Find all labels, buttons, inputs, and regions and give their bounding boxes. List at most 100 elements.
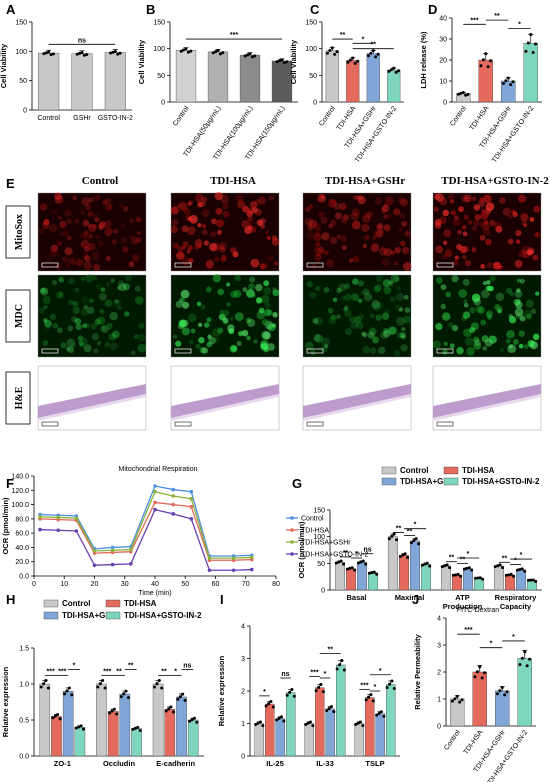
data-point <box>186 50 190 54</box>
cell <box>314 243 322 252</box>
cell <box>43 305 48 310</box>
y-axis-label: Relative Permeability <box>413 633 422 709</box>
cell <box>189 215 198 224</box>
cell <box>394 247 401 254</box>
cell <box>195 193 204 203</box>
cell <box>175 300 183 308</box>
cell <box>253 339 258 344</box>
cell <box>485 311 493 318</box>
cell <box>261 318 269 326</box>
cell <box>312 317 319 324</box>
data-point <box>450 699 454 703</box>
cell <box>181 225 189 233</box>
data-point <box>367 571 371 575</box>
cell <box>375 229 384 238</box>
data-point <box>101 679 105 682</box>
cell <box>383 308 390 316</box>
significance-label: *** <box>58 668 66 675</box>
row-label-box <box>5 289 31 343</box>
series-point <box>92 563 97 568</box>
cell <box>210 218 217 225</box>
data-point <box>375 572 379 576</box>
cell <box>519 315 526 322</box>
cell <box>315 252 321 257</box>
data-point <box>372 570 376 574</box>
row-label: MDC <box>14 304 25 328</box>
cell <box>179 297 185 303</box>
cell <box>112 298 122 308</box>
cell <box>362 288 370 296</box>
cell <box>179 298 184 304</box>
cell <box>336 314 341 319</box>
x-tick-label: Maximal <box>395 593 425 602</box>
cell <box>136 230 141 236</box>
cell <box>42 295 51 305</box>
series-point <box>153 500 157 505</box>
cell <box>78 341 84 347</box>
micrograph-0-3 <box>432 192 542 272</box>
cell <box>37 227 45 235</box>
data-point <box>523 569 527 573</box>
data-point <box>498 689 502 693</box>
data-point <box>354 723 358 727</box>
data-point <box>192 716 196 720</box>
x-tick-label: Control <box>37 115 60 122</box>
cell <box>43 218 50 225</box>
cell <box>383 286 392 295</box>
y-tick-label: 100 <box>305 46 317 53</box>
cell <box>443 341 448 346</box>
cell <box>95 283 102 290</box>
data-point <box>448 566 452 570</box>
data-point <box>359 560 363 564</box>
data-point <box>500 685 504 689</box>
y-tick-label: 20.0 <box>15 559 29 566</box>
cell <box>404 230 411 237</box>
cell <box>135 296 144 305</box>
cell <box>129 234 135 240</box>
cell <box>266 235 272 241</box>
x-tick-label: TDI-HSA+GSTO-IN-2 <box>491 105 535 164</box>
legend-swatch <box>381 466 397 475</box>
x-tick-label: ZO-1 <box>54 759 71 768</box>
data-point <box>306 721 310 725</box>
cell <box>320 195 325 200</box>
data-point <box>496 564 500 568</box>
cell <box>94 217 100 223</box>
data-point <box>498 563 502 567</box>
cell <box>479 234 486 241</box>
cell <box>324 344 329 349</box>
cell <box>516 278 521 283</box>
y-tick-label: 150 <box>305 20 317 27</box>
cell <box>380 245 385 251</box>
cell <box>486 262 493 268</box>
bar <box>516 569 526 591</box>
cell <box>80 232 88 240</box>
cell <box>86 306 95 315</box>
legend-marker <box>290 516 294 520</box>
cell <box>481 335 489 343</box>
cell <box>380 207 387 214</box>
cell <box>219 309 224 315</box>
legend-swatch <box>105 599 121 608</box>
y-tick-label: 150 <box>15 20 27 27</box>
data-point <box>53 714 57 718</box>
data-point <box>501 566 505 570</box>
cell <box>91 251 100 260</box>
micrograph-1-0 <box>37 273 147 358</box>
bar <box>62 691 74 757</box>
cell <box>112 330 120 339</box>
cell <box>188 199 194 205</box>
cell <box>83 255 90 262</box>
cell <box>518 343 524 349</box>
bar <box>387 69 401 103</box>
cell <box>114 299 120 304</box>
cell <box>521 245 531 255</box>
cell <box>247 224 253 230</box>
cell <box>344 293 352 301</box>
data-point <box>342 562 346 566</box>
significance-label: ** <box>328 647 334 654</box>
cell <box>433 193 441 200</box>
cell <box>74 287 80 293</box>
cell <box>137 343 147 353</box>
data-point <box>275 718 279 722</box>
